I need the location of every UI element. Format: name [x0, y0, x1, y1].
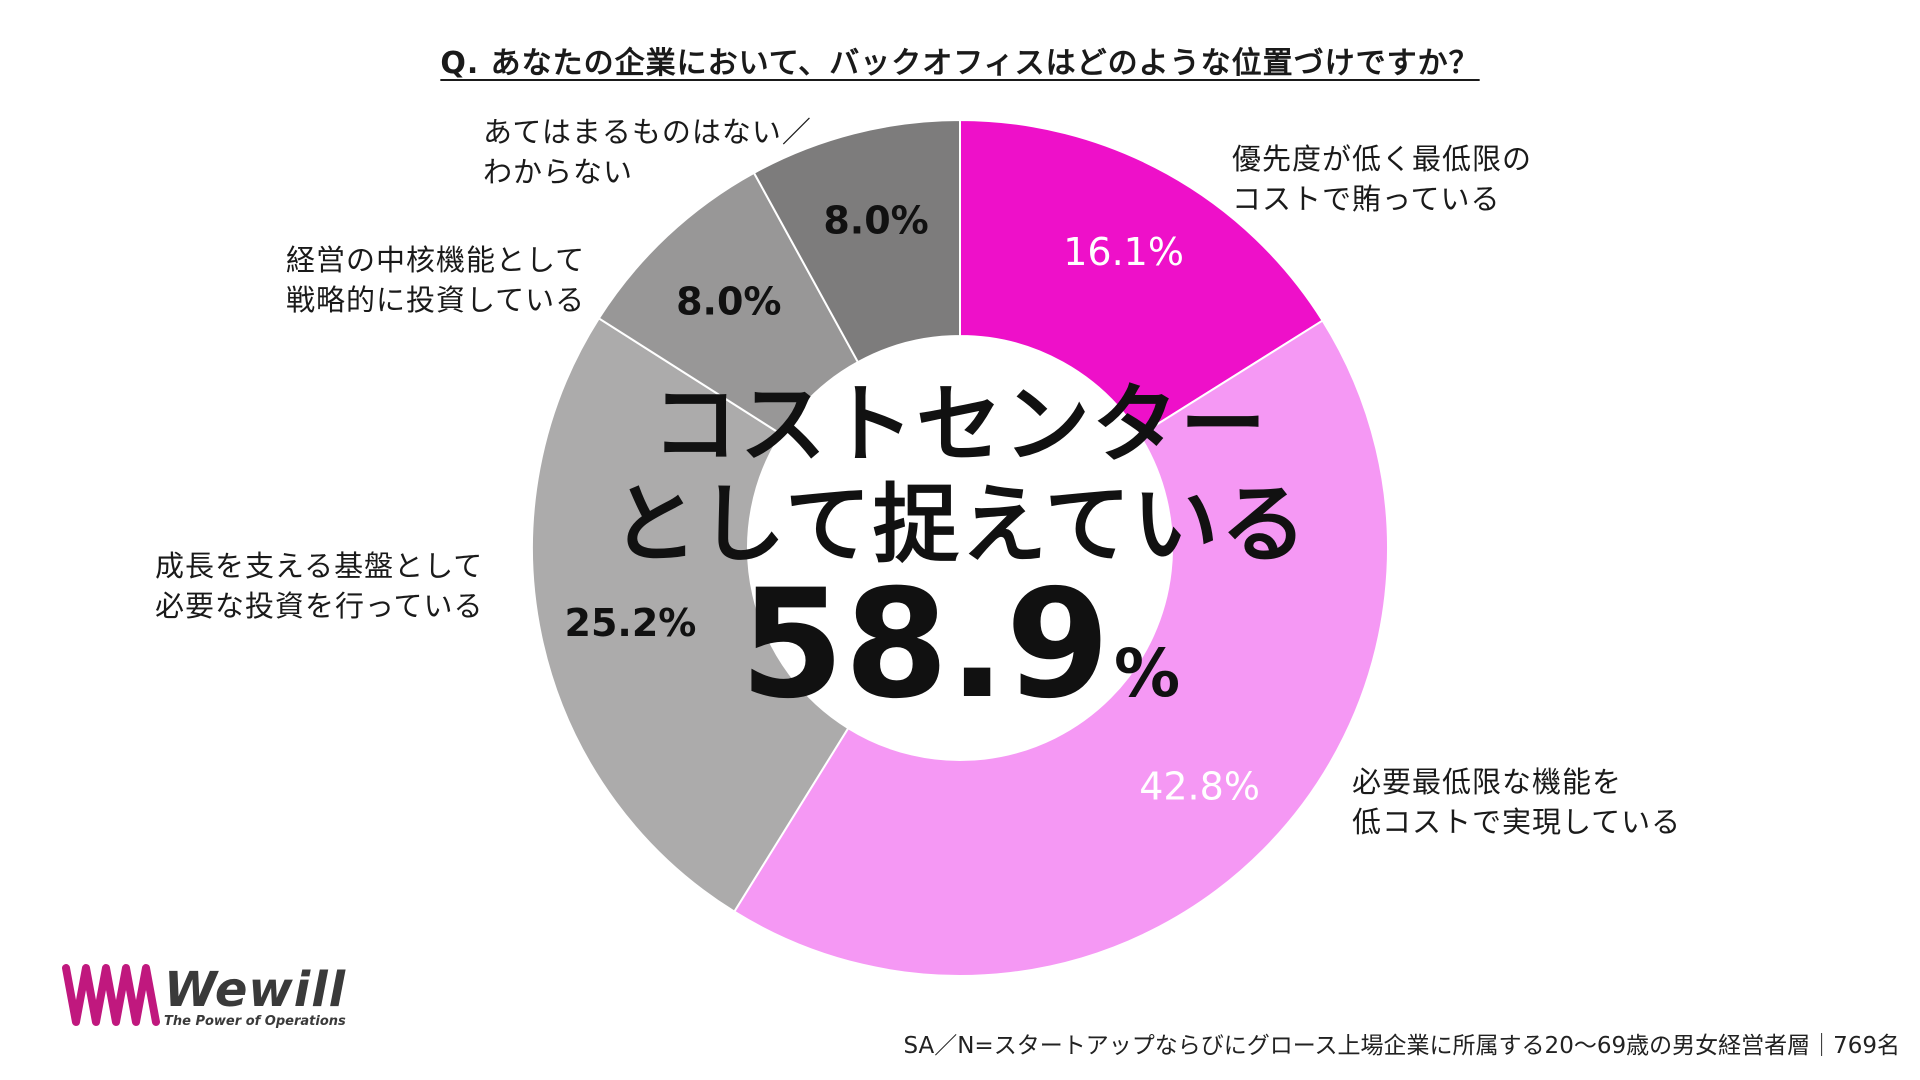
slice-value-label-3: 8.0%	[676, 279, 781, 323]
slice-label-low-priority: 優先度が低く最低限の コストで賄っている	[1232, 142, 1533, 216]
pie-slice-2	[531, 316, 850, 914]
center-total-value: 58.9	[739, 558, 1110, 732]
center-total-unit: %	[1113, 635, 1181, 712]
slice-label-strategic-investment: 経営の中核機能として 戦略的に投資している	[286, 243, 586, 317]
slice-value-label-1: 42.8%	[1139, 764, 1260, 808]
pie-slice-4	[752, 118, 961, 364]
slice-label-minimum-function: 必要最低限な機能を 低コストで実現している	[1352, 765, 1682, 839]
wewill-logo-mark	[62, 964, 160, 1026]
slice-value-label-0: 16.1%	[1063, 230, 1184, 274]
slice-label-growth-foundation: 成長を支える基盤として 必要な投資を行っている	[155, 549, 484, 623]
question-title: Q. あなたの企業において、バックオフィスはどのような位置づけですか？	[440, 46, 1480, 81]
center-headline: コストセンター として捉えている	[611, 375, 1309, 575]
slice-value-label-2: 25.2%	[565, 601, 697, 645]
pie-slice-1	[732, 319, 1390, 977]
center-total-percentage: 58.9%	[600, 565, 1320, 754]
slice-value-label-4: 8.0%	[823, 199, 928, 243]
pie-slice-0	[959, 118, 1324, 437]
sample-footnote: SA／N=スタートアップならびにグロース上場企業に所属する20～69歳の男女経営…	[903, 1033, 1900, 1059]
logo-name: Wewill	[164, 962, 347, 1018]
logo-tagline: The Power of Operations	[164, 1014, 346, 1029]
slice-label-none-unknown: あてはまるものはない／ わからない	[483, 115, 812, 189]
